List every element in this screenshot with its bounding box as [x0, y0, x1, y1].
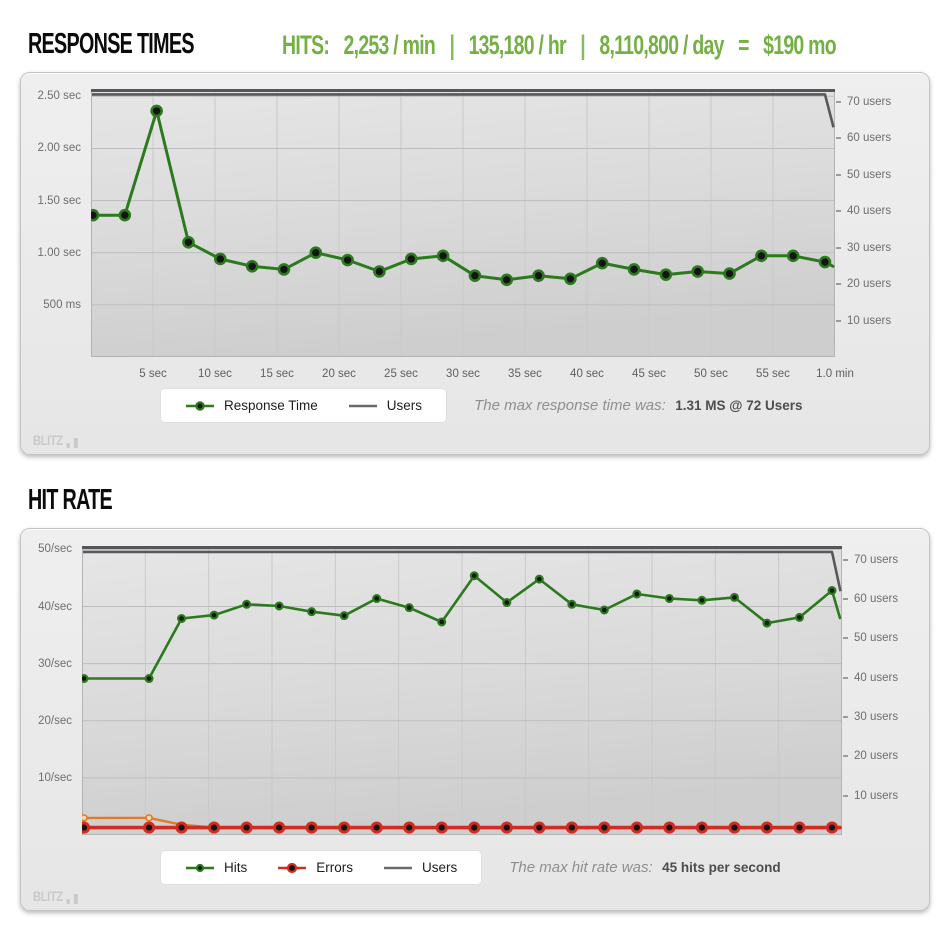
y-axis-label: 1.50 sec	[37, 194, 81, 207]
note-italic-text: The max response time was:	[474, 396, 666, 414]
y-axis-label: 10/sec	[38, 771, 72, 784]
legend-label: Hits	[224, 860, 248, 875]
axis-tick	[836, 283, 841, 286]
hits-per-day: 8,110,800 / day	[599, 30, 724, 60]
blitz-logo-text: BLITZ	[33, 888, 63, 904]
hit-rate-panel: Hits Errors Users The max hit rate was: 45…	[20, 528, 930, 911]
x-axis-label: 30 sec	[446, 368, 480, 380]
legend-item-users: Users	[383, 860, 457, 875]
users-axis-label: 70 users	[847, 95, 892, 108]
y-axis-label: 30/sec	[38, 657, 72, 670]
axis-tick	[836, 210, 841, 213]
response-times-chart	[91, 89, 835, 357]
blitz-bar-icon	[73, 438, 78, 448]
blitz-logo-text: BLITZ	[33, 432, 63, 448]
line-swatch-icon	[384, 866, 412, 869]
blitz-bar-icon	[73, 894, 78, 904]
x-axis-label: 45 sec	[632, 368, 666, 380]
hits-per-hr: 135,180 / hr	[468, 30, 567, 60]
users-axis-label: 10 users	[847, 314, 892, 327]
axis-tick	[836, 319, 841, 322]
legend-label: Users	[422, 860, 458, 875]
x-axis-label: 10 sec	[198, 368, 232, 380]
hit-rate-chart	[82, 546, 842, 835]
monthly-cost: $190 mo	[763, 30, 836, 60]
x-axis-label: 25 sec	[384, 368, 418, 380]
response-times-title: RESPONSE TIMES	[28, 28, 194, 60]
axis-tick	[843, 676, 848, 679]
blitz-logo: BLITZ	[33, 432, 78, 448]
hits-per-min: 2,253 / min	[343, 30, 436, 60]
axis-tick	[836, 173, 841, 176]
x-axis-label: 50 sec	[694, 368, 728, 380]
max-response-note: The max response time was: 1.31 MS @ 72 …	[474, 397, 802, 415]
users-axis-label: 10 users	[854, 789, 899, 802]
hits-stats-line: HITS: 2,253 / min | 135,180 / hr | 8,110…	[282, 30, 837, 61]
x-axis-label: 15 sec	[260, 368, 294, 380]
users-axis-label: 50 users	[847, 168, 892, 181]
legend: Response Time Users	[161, 389, 447, 422]
users-axis-label: 30 users	[854, 711, 899, 724]
legend-item-hits: Hits	[185, 860, 247, 875]
axis-tick	[836, 137, 841, 140]
axis-tick	[843, 598, 848, 601]
axis-tick	[843, 716, 848, 719]
separator: |	[449, 30, 455, 60]
response-times-panel: Response Time Users The max response time…	[20, 72, 930, 455]
line-dot-swatch-icon	[186, 863, 214, 872]
hits-label: HITS:	[282, 30, 330, 60]
note-italic-text: The max hit rate was:	[509, 858, 653, 876]
axis-tick	[843, 794, 848, 797]
x-axis-label: 20 sec	[322, 368, 356, 380]
users-axis-label: 20 users	[847, 278, 892, 291]
x-axis-label: 35 sec	[508, 368, 542, 380]
axis-tick	[836, 246, 841, 249]
users-axis-label: 40 users	[847, 205, 892, 218]
legend-label: Response Time	[224, 398, 318, 413]
users-axis-label: 70 users	[854, 553, 899, 566]
y-axis-label: 40/sec	[38, 600, 72, 613]
y-axis-label: 1.00 sec	[37, 246, 81, 259]
legend-label: Errors	[316, 860, 353, 875]
users-axis-label: 50 users	[854, 632, 899, 645]
blitz-bar-icon	[66, 443, 70, 448]
line-swatch-icon	[348, 404, 377, 407]
legend-item-users: Users	[348, 398, 422, 413]
hit-rate-title: HIT RATE	[28, 484, 113, 516]
axis-tick	[843, 558, 848, 561]
users-axis-label: 30 users	[847, 241, 892, 254]
note-bold-text: 1.31 MS @ 72 Users	[675, 397, 803, 413]
line-dot-swatch-icon	[278, 862, 307, 873]
separator: |	[580, 30, 585, 60]
line-dot-swatch-icon	[186, 400, 214, 411]
x-axis-label: 40 sec	[570, 368, 604, 380]
legend: Hits Errors Users	[161, 851, 482, 884]
y-axis-label: 50/sec	[38, 543, 72, 556]
users-axis-label: 40 users	[854, 671, 899, 684]
note-bold-text: 45 hits per second	[662, 859, 781, 875]
y-axis-label: 20/sec	[38, 714, 72, 727]
y-axis-label: 2.00 sec	[37, 142, 81, 155]
legend-item-response-time: Response Time	[185, 398, 318, 413]
users-axis-label: 60 users	[847, 132, 892, 145]
y-axis-label: 2.50 sec	[37, 90, 81, 103]
legend-label: Users	[386, 398, 423, 413]
axis-tick	[843, 637, 848, 640]
blitz-bar-icon	[66, 899, 70, 904]
axis-tick	[836, 100, 841, 103]
legend-item-errors: Errors	[277, 860, 353, 875]
x-axis-label: 1.0 min	[816, 368, 854, 380]
blitz-logo: BLITZ	[33, 888, 78, 904]
equals-sign: =	[738, 30, 749, 60]
y-axis-label: 500 ms	[43, 298, 81, 311]
x-axis-label: 5 sec	[139, 368, 167, 380]
x-axis-label: 55 sec	[756, 368, 790, 380]
users-axis-label: 20 users	[854, 750, 899, 763]
axis-tick	[843, 755, 848, 758]
users-axis-label: 60 users	[854, 593, 899, 606]
max-hit-rate-note: The max hit rate was: 45 hits per second	[509, 859, 780, 877]
